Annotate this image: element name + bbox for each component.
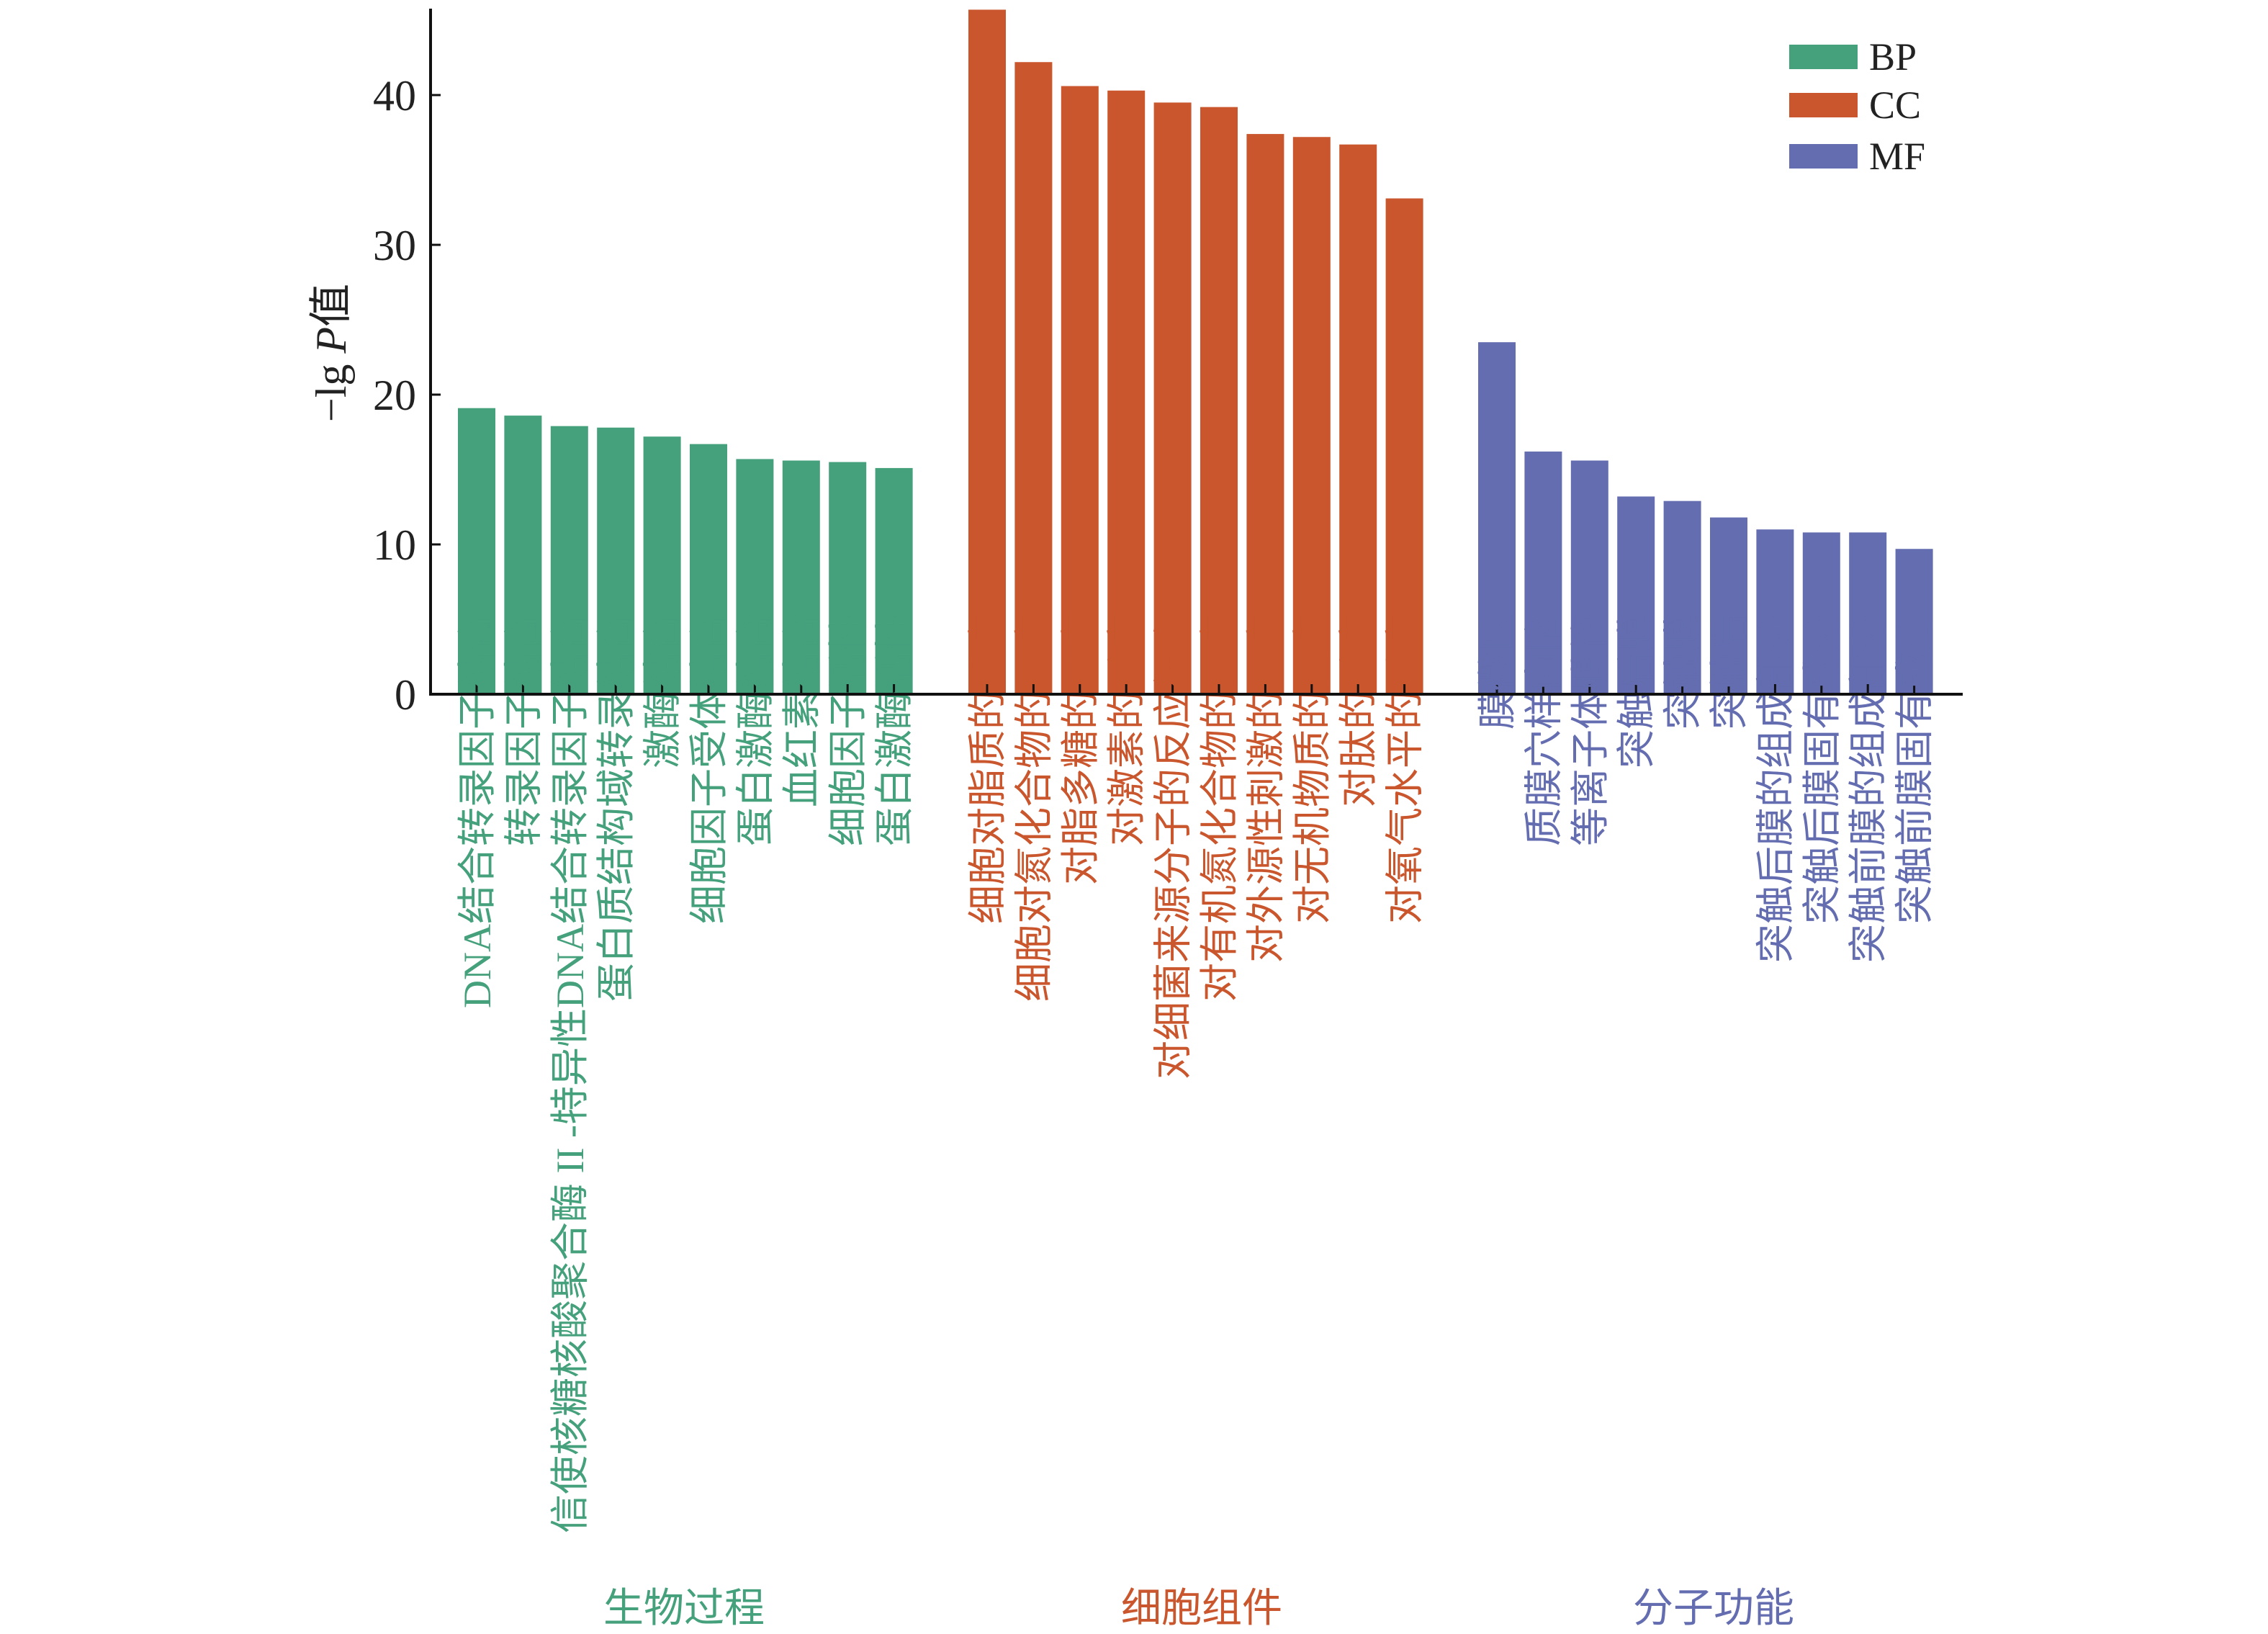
bar-cc-7 xyxy=(1246,134,1284,694)
y-axis-label-prefix: −lg xyxy=(307,354,355,423)
bar-mf-3 xyxy=(1570,460,1608,694)
bar-cc-4 xyxy=(1107,90,1146,694)
category-label: 对有机氮化合物的反应 xyxy=(1198,613,1241,1002)
y-tick-label: 0 xyxy=(395,671,416,719)
bar-cc-2 xyxy=(1014,62,1053,695)
bar-mf-8 xyxy=(1802,532,1840,694)
bar-cc-3 xyxy=(1061,86,1099,694)
category-label: 细胞对脂质的反应 xyxy=(966,613,1009,924)
category-label: 信使核糖核酸聚合酶 II -特异性DNA结合转录因子结合 xyxy=(549,613,592,1533)
group-title-mf: 分子功能 xyxy=(1633,1586,1794,1631)
category-label: 细胞因子活性 xyxy=(827,613,870,846)
category-label: 突触膜 xyxy=(1662,613,1705,730)
bar-bp-10 xyxy=(875,467,913,694)
bar-bp-3 xyxy=(550,426,588,694)
legend-swatch-mf xyxy=(1789,144,1858,169)
legend-swatch-bp xyxy=(1789,45,1858,69)
bar-mf-1 xyxy=(1478,342,1516,694)
category-label: 转录因子结合 xyxy=(502,613,545,846)
y-axis-label-suffix: 值 xyxy=(307,284,355,327)
bar-bp-9 xyxy=(829,462,867,694)
bar-cc-1 xyxy=(968,9,1006,694)
category-label: 突触后 xyxy=(1708,613,1751,730)
x-ticks-layer xyxy=(475,684,1916,694)
bar-bp-2 xyxy=(504,416,542,694)
bar-bp-6 xyxy=(690,444,727,694)
category-label: 激酶结合 xyxy=(642,613,685,768)
group-title-bp: 生物过程 xyxy=(603,1586,765,1631)
bar-bp-8 xyxy=(782,460,820,694)
bar-cc-10 xyxy=(1385,198,1423,694)
bar-mf-6 xyxy=(1710,517,1747,694)
y-axis-label-italic: P xyxy=(307,327,355,354)
bars-layer xyxy=(458,9,1933,695)
group-titles-layer: 生物过程 细胞组件 分子功能 xyxy=(603,1586,1794,1631)
category-label: 对激素的反应 xyxy=(1105,613,1148,846)
category-label: 对细菌来源分子的反应细胞 xyxy=(1152,613,1195,1079)
bar-mf-10 xyxy=(1895,549,1933,694)
category-label: 突触后膜的组成部分 xyxy=(1754,613,1797,963)
y-tick-label: 20 xyxy=(373,372,416,419)
bar-mf-7 xyxy=(1756,529,1794,694)
bar-bp-7 xyxy=(736,459,774,694)
category-label: 质膜穴样内陷 xyxy=(1522,613,1565,846)
category-label: 对外源性刺激的反应 xyxy=(1244,613,1287,963)
category-label: 血红素结合 xyxy=(780,613,824,807)
category-label: 蛋白质结构域转录结合 xyxy=(595,613,638,1002)
legend-label-bp: BP xyxy=(1869,35,1917,78)
category-label: 对氧气水平的反应 xyxy=(1384,613,1427,924)
legend-swatch-cc xyxy=(1789,93,1858,117)
bar-bp-1 xyxy=(458,408,495,694)
category-label: 突触后膜固有成分 xyxy=(1801,613,1844,924)
bar-mf-9 xyxy=(1849,532,1887,694)
bar-mf-4 xyxy=(1617,496,1655,694)
category-label: DNA结合转录因子结合 xyxy=(456,613,499,1008)
legend-label-mf: MF xyxy=(1869,135,1925,178)
bar-cc-8 xyxy=(1292,137,1331,695)
category-labels-layer: DNA结合转录因子结合 转录因子结合 信使核糖核酸聚合酶 II -特异性DNA结合转… xyxy=(456,613,1937,1533)
group-title-cc: 细胞组件 xyxy=(1121,1586,1282,1631)
category-label: 对肽的反应 xyxy=(1337,613,1380,807)
y-tick-label: 10 xyxy=(373,521,416,569)
category-label: 突触前膜的组成部分 xyxy=(1847,613,1890,963)
bar-mf-5 xyxy=(1663,500,1701,694)
category-label: 细胞因子受体结合 xyxy=(688,613,731,924)
bar-cc-9 xyxy=(1339,144,1377,694)
bar-cc-6 xyxy=(1200,107,1238,694)
category-label: 突触前膜固有成分 xyxy=(1894,613,1937,924)
category-label: 对无机物质的反应 xyxy=(1291,613,1334,924)
category-label: 等离子体膜筏 xyxy=(1569,613,1612,846)
legend-label-cc: CC xyxy=(1869,84,1921,127)
category-label: 细胞对氮化合物的反应 xyxy=(1012,613,1056,1002)
bar-bp-4 xyxy=(597,427,635,694)
category-label: 蛋白激酶活性 xyxy=(873,613,917,846)
y-axis-label: −lg P值 xyxy=(307,284,355,422)
y-axis: 0 10 20 30 40 xyxy=(373,72,441,719)
bar-cc-5 xyxy=(1153,102,1192,694)
category-label: 膜微区 xyxy=(1476,613,1519,730)
category-label: 对脂多糖的反应 xyxy=(1059,613,1102,885)
category-label: 蛋白激酶结合 xyxy=(734,613,777,846)
y-tick-label: 40 xyxy=(373,72,416,120)
bar-mf-2 xyxy=(1524,452,1562,694)
category-label: 突触后膜 xyxy=(1615,613,1658,768)
legend: BP CC MF xyxy=(1789,35,1925,178)
y-tick-label: 30 xyxy=(373,222,416,269)
bar-bp-5 xyxy=(643,436,681,694)
